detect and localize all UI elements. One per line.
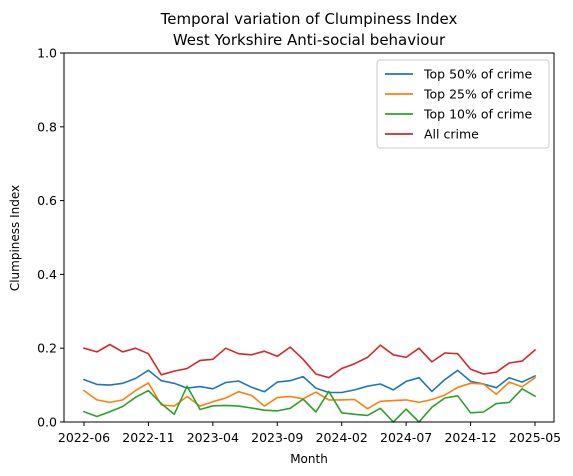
x-tick-label: 2022-11 (122, 430, 174, 445)
legend-label: Top 10% of crime (423, 107, 533, 122)
y-tick-label: 1.0 (37, 46, 57, 61)
y-tick-label: 0.0 (37, 415, 57, 430)
x-tick-label: 2024-02 (316, 430, 368, 445)
y-tick-label: 0.4 (37, 267, 57, 282)
x-tick-label: 2025-05 (509, 430, 561, 445)
x-tick-label: 2023-09 (251, 430, 303, 445)
legend: Top 50% of crime Top 25% of crime Top 10% … (376, 59, 550, 149)
x-tick-label: 2023-04 (187, 430, 239, 445)
x-tick-label: 2024-07 (380, 430, 432, 445)
chart-title: Temporal variation of Clumpiness Index (160, 10, 458, 28)
x-tick-label: 2022-06 (58, 430, 110, 445)
series-lines (82, 343, 537, 423)
series-line-1 (82, 369, 537, 394)
x-tick-label: 2024-12 (444, 430, 496, 445)
y-axis-label: Clumpiness Index (8, 185, 22, 291)
y-tick-label: 0.8 (37, 119, 57, 134)
legend-label: Top 50% of crime (423, 67, 533, 82)
series-line-3 (82, 385, 537, 423)
plot-frame (63, 52, 555, 423)
y-axis-ticks: 0.0 0.2 0.4 0.6 0.8 1.0 (37, 46, 64, 430)
x-axis-label: Month (290, 452, 328, 466)
chart-subtitle: West Yorkshire Anti-social behaviour (173, 31, 446, 49)
x-axis-ticks: 2022-06 2022-11 2023-04 2023-09 2024-02 2024-… (58, 422, 561, 445)
legend-box (376, 59, 550, 149)
y-tick-label: 0.6 (37, 193, 57, 208)
y-tick-label: 0.2 (37, 341, 57, 356)
legend-label: Top 25% of crime (423, 87, 533, 102)
legend-label: All crime (424, 127, 479, 142)
series-line-4 (83, 343, 537, 379)
